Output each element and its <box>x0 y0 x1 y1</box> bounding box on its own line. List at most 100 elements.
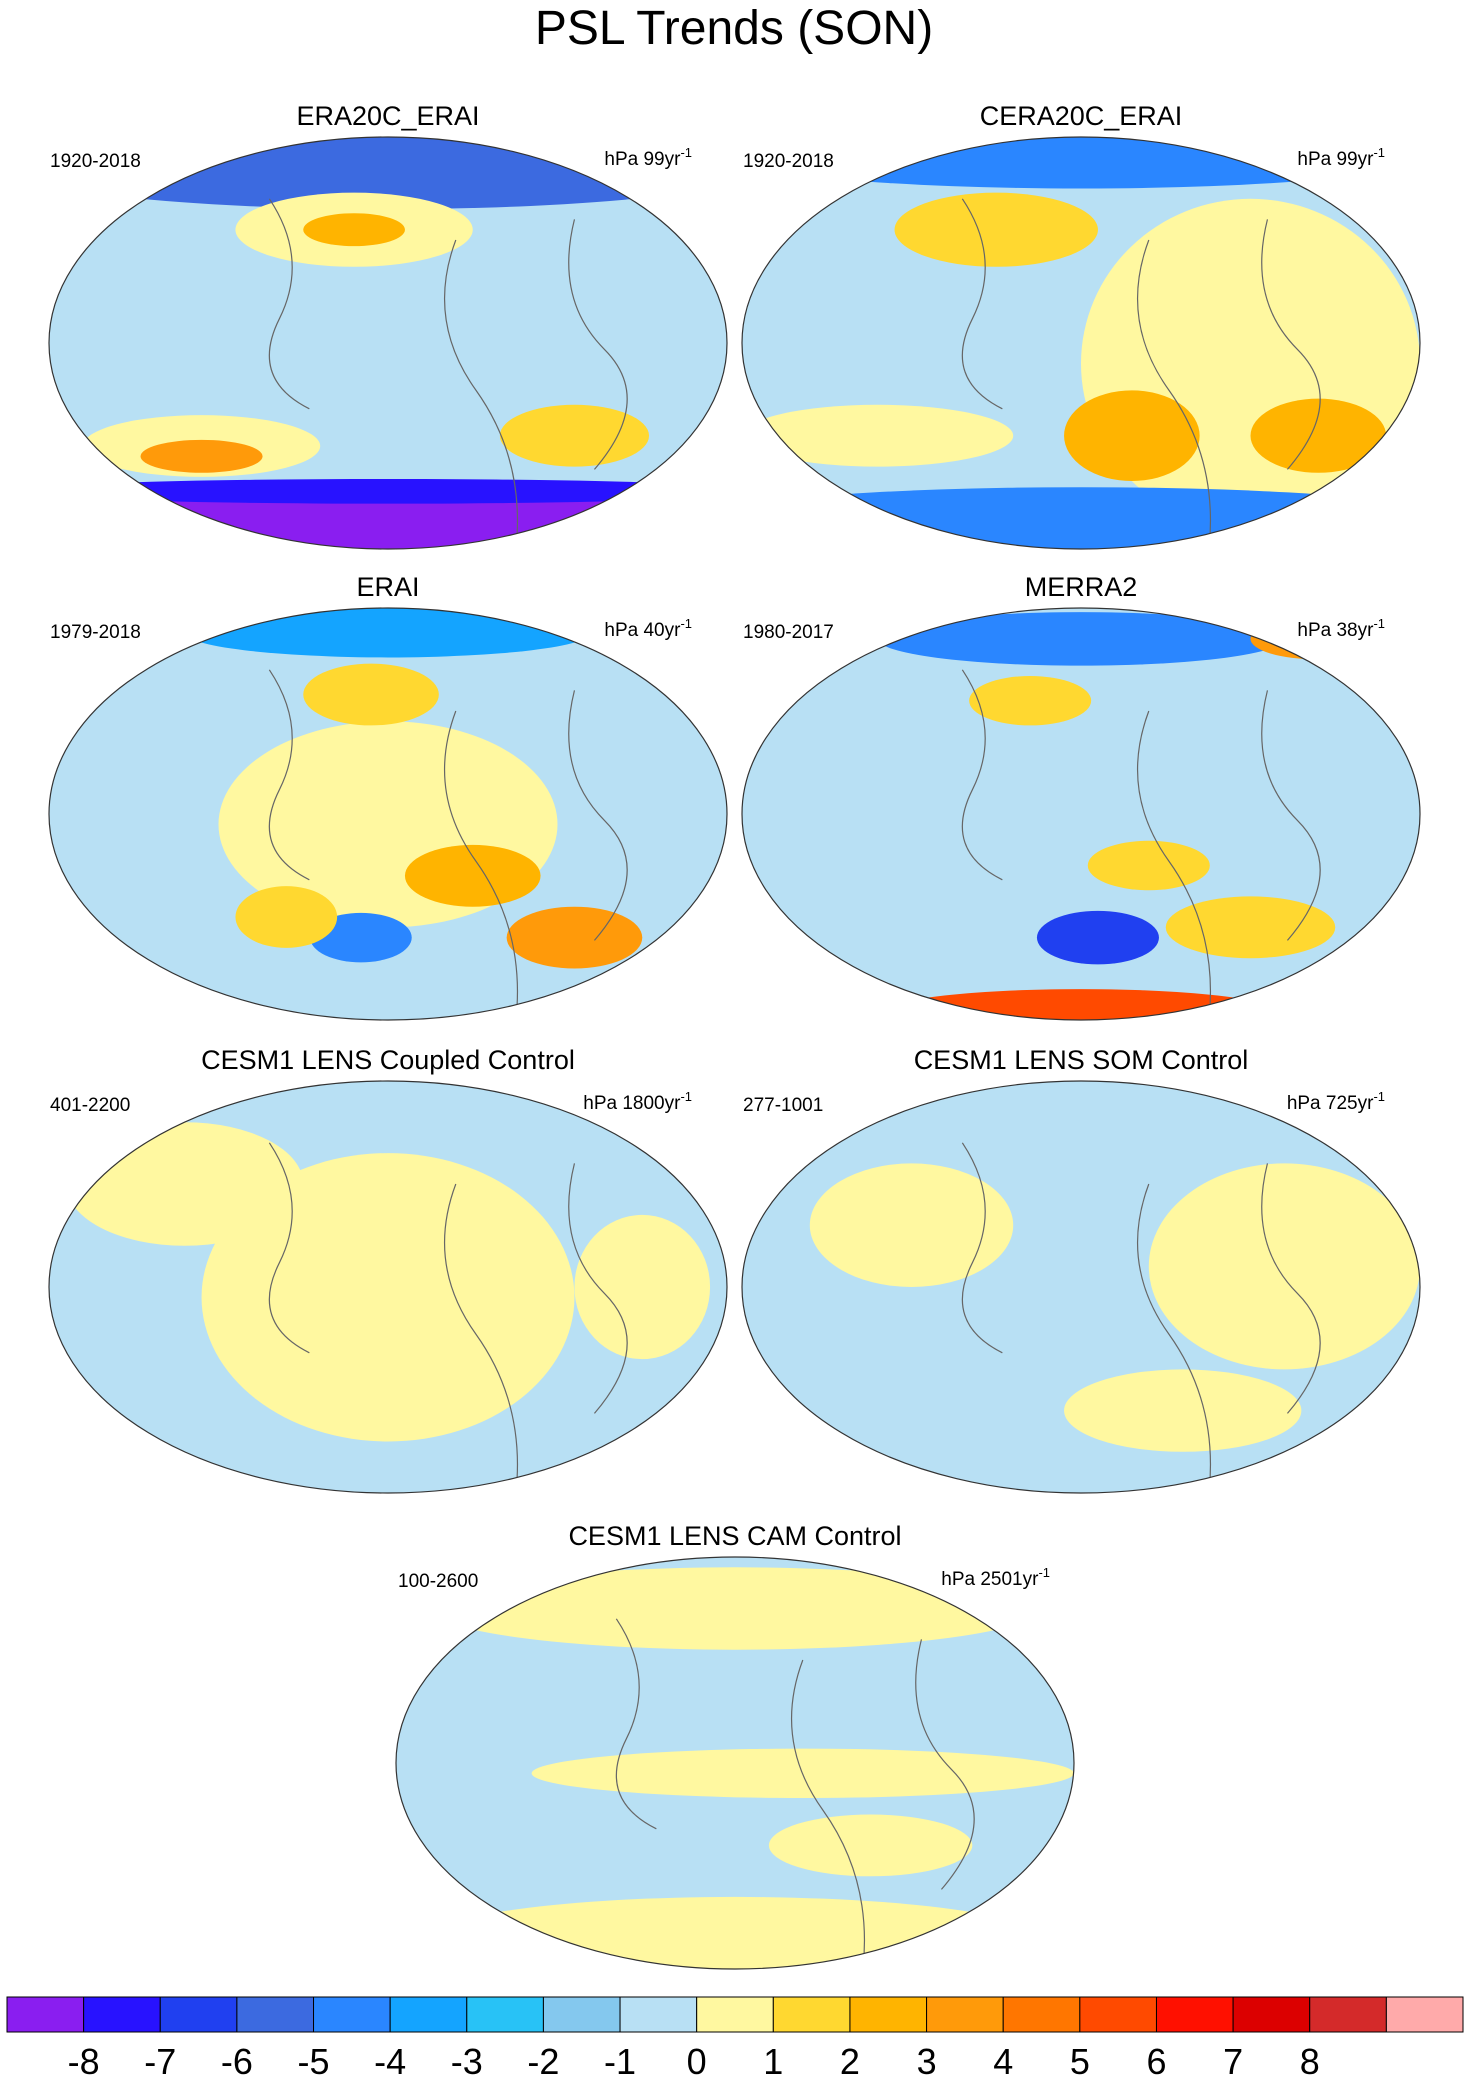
units-exponent: -1 <box>680 1089 692 1104</box>
colorbar-label: -5 <box>298 2041 330 2082</box>
contour-region <box>49 478 727 504</box>
panel-period: 1980-2017 <box>743 622 834 643</box>
colorbar-label: -7 <box>144 2041 176 2082</box>
colorbar-label: 0 <box>687 2041 707 2082</box>
colorbar-swatch <box>6 1996 85 2033</box>
colorbar-swatch <box>1232 1996 1311 2033</box>
coastline <box>268 1142 628 1493</box>
units-exponent: -1 <box>680 616 692 631</box>
units-exponent: -1 <box>1373 616 1385 631</box>
colorbar-swatch <box>619 1996 698 2033</box>
colorbar-swatch <box>1155 1996 1234 2033</box>
panel-units: hPa 99yr-1 <box>1297 145 1385 170</box>
panel-units: hPa 1800yr-1 <box>583 1089 692 1114</box>
colorbar-swatch <box>772 1996 851 2033</box>
panel-units: hPa 38yr-1 <box>1297 616 1385 641</box>
colorbar-label: -3 <box>451 2041 483 2082</box>
colorbar-swatch <box>83 1996 161 2033</box>
units-text: hPa 99yr <box>604 149 681 170</box>
coastline <box>961 198 1321 549</box>
contour-region <box>1165 896 1336 959</box>
colorbar-label: -8 <box>68 2041 100 2082</box>
units-exponent: -1 <box>1373 145 1385 160</box>
units-exponent: -1 <box>1038 1565 1050 1580</box>
map-panel <box>49 1081 727 1493</box>
panel-units: hPa 40yr-1 <box>604 616 692 641</box>
colorbar-label: 3 <box>917 2041 937 2082</box>
colorbar-label: 6 <box>1146 2041 1166 2082</box>
contour-region <box>201 1153 575 1442</box>
panel-units: hPa 99yr-1 <box>604 145 692 170</box>
contour-region <box>809 1163 1014 1287</box>
colorbar-swatch <box>542 1996 621 2033</box>
contour-region <box>1087 840 1210 891</box>
panel-title: CESM1 LENS CAM Control <box>568 1521 901 1551</box>
panel-title: MERRA2 <box>1025 572 1138 602</box>
map-border <box>741 136 1421 550</box>
panel-units: hPa 725yr-1 <box>1287 1089 1385 1114</box>
units-exponent: -1 <box>1373 1089 1385 1104</box>
coastline <box>961 669 1321 1020</box>
panel-period: 1920-2018 <box>743 151 834 172</box>
contour-region <box>1064 1369 1302 1452</box>
contour-region <box>303 213 405 247</box>
map-border <box>741 607 1421 1021</box>
units-text: hPa 40yr <box>604 620 681 641</box>
map-panel <box>49 608 727 1020</box>
colorbar-swatch <box>236 1996 315 2033</box>
contour-region <box>1148 1163 1420 1370</box>
colorbar-label: 8 <box>1300 2041 1320 2082</box>
colorbar-label: 2 <box>840 2041 860 2082</box>
colorbar-label: 1 <box>763 2041 783 2082</box>
map-panel <box>742 608 1420 1020</box>
units-text: hPa 38yr <box>1297 620 1374 641</box>
units-text: hPa 99yr <box>1297 149 1374 170</box>
panel-title: CERA20C_ERAI <box>980 101 1183 131</box>
units-text: hPa 2501yr <box>941 1569 1039 1590</box>
units-exponent: -1 <box>680 145 692 160</box>
coastline <box>615 1618 975 1969</box>
colorbar-label: 5 <box>1070 2041 1090 2082</box>
colorbar-swatch <box>313 1996 391 2033</box>
panel-title: ERAI <box>356 572 419 602</box>
map-border <box>741 1080 1421 1494</box>
contour-region <box>768 1814 973 1877</box>
colorbar-label: -6 <box>221 2041 253 2082</box>
colorbar-swatch <box>696 1996 774 2033</box>
contour-region <box>404 844 541 907</box>
colorbar-swatch <box>849 1996 928 2033</box>
contour-region <box>894 192 1098 267</box>
contour-region <box>506 906 643 969</box>
map-panel <box>396 1557 1074 1969</box>
panel-period: 100-2600 <box>398 1571 478 1592</box>
contour-region <box>310 912 412 963</box>
colorbar-swatch <box>466 1996 544 2033</box>
colorbar-swatch <box>1309 1996 1387 2033</box>
map-panel <box>742 1081 1420 1493</box>
map-panel <box>742 137 1420 549</box>
panel-period: 277-1001 <box>743 1095 823 1116</box>
contour-region <box>877 989 1285 1020</box>
contour-region <box>1064 390 1200 482</box>
contour-region <box>303 663 439 726</box>
panel-period: 401-2200 <box>50 1095 130 1116</box>
map-panel <box>49 137 727 549</box>
panel-period: 1979-2018 <box>50 622 141 643</box>
contour-region <box>877 612 1285 666</box>
contour-region <box>65 1122 304 1246</box>
map-border <box>48 607 728 1021</box>
colorbar-label: 7 <box>1223 2041 1243 2082</box>
map-border <box>48 1080 728 1494</box>
colorbar-swatch <box>926 1996 1004 2033</box>
colorbar-label: -2 <box>527 2041 559 2082</box>
colorbar-swatch <box>1002 1996 1081 2033</box>
colorbar-swatch <box>1079 1996 1157 2033</box>
panel-title: ERA20C_ERAI <box>296 101 479 131</box>
map-border <box>48 136 728 550</box>
contour-region <box>184 608 592 658</box>
map-border <box>395 1556 1075 1970</box>
colorbar-swatch <box>389 1996 468 2033</box>
colorbar-label: -1 <box>604 2041 636 2082</box>
coastline <box>268 669 628 1020</box>
